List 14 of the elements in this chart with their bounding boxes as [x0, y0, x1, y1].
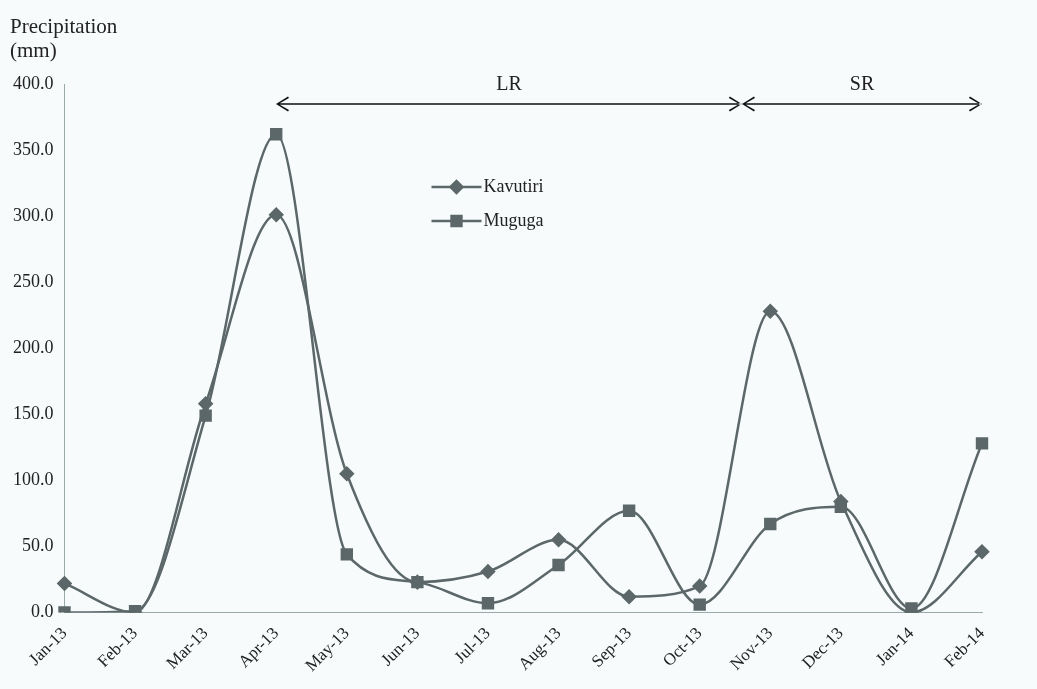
annotation: SR	[849, 72, 875, 95]
y-tick-label: 300.0	[13, 204, 54, 225]
legend-label: Muguga	[483, 209, 544, 230]
y-tick-label: 200.0	[13, 336, 54, 357]
annotation: LR	[496, 72, 522, 95]
y-axis-title: Precipitation (mm)	[10, 14, 118, 62]
y-tick-label: 0.0	[31, 601, 54, 622]
y-tick-label: 250.0	[13, 270, 54, 291]
y-tick-label: 50.0	[22, 535, 54, 556]
y-tick-label: 350.0	[13, 138, 54, 159]
y-tick-label: 100.0	[13, 469, 54, 490]
legend-label: Kavutiri	[483, 175, 544, 196]
y-tick-label: 400.0	[13, 72, 54, 93]
y-tick-label: 150.0	[13, 403, 54, 424]
